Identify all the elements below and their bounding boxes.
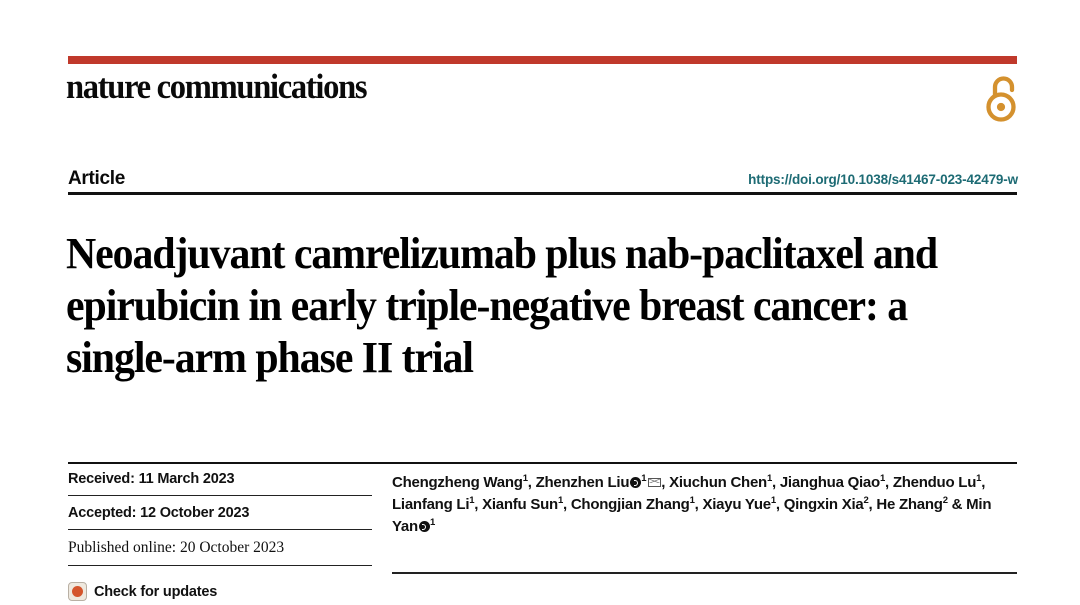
open-access-lock-icon [983,74,1023,124]
author-list: Chengzheng Wang1, Zhenzhen Liu 1, Xiuchun… [392,472,1020,538]
author-name[interactable]: Chengzheng Wang [392,474,523,491]
accepted-date-row: Accepted: 12 October 2023 [68,496,372,530]
author-affiliation-sup: 1 [641,473,647,484]
author-name[interactable]: , Lianfang Li [392,474,986,513]
author-affiliation-sup: 1 [469,495,475,506]
author-name[interactable]: , Xianfu Sun [474,496,558,513]
accepted-value: 12 October 2023 [140,505,250,521]
published-online-label: Published online: [68,539,177,556]
author-affiliation-sup: 1 [879,473,885,484]
orcid-id-icon[interactable] [630,477,642,488]
author-affiliation-sup: 1 [689,495,695,506]
author-name[interactable]: , Zhenzhen Liu [527,474,630,491]
published-online-row: Published online: 20 October 2023 [68,530,372,566]
check-for-updates-label: Check for updates [94,583,218,600]
author-affiliation-sup: 1 [522,473,528,484]
author-affiliation-sup: 1 [557,495,564,506]
journal-wordmark: nature communications [66,67,368,106]
crossmark-check-for-updates-icon [68,582,87,601]
received-label: Received: [68,471,135,487]
author-name[interactable]: , He Zhang [868,496,943,513]
meta-top-divider [68,462,1017,464]
doi-link[interactable]: https://doi.org/10.1038/s41467-023-42479… [748,172,1018,187]
author-affiliation-sup: 1 [770,495,776,506]
publication-dates-column: Received: 11 March 2023 Accepted: 12 Oct… [68,462,372,566]
published-online-value: 20 October 2023 [179,539,285,556]
check-for-updates-button[interactable]: Check for updates [68,582,217,601]
page-title: Neoadjuvant camrelizumab plus nab-paclit… [66,229,938,383]
author-name[interactable]: , Jianghua Qiao [772,474,880,491]
author-name[interactable]: , Qingxin Xia [775,496,864,513]
author-name[interactable]: , Zhenduo Lu [884,474,977,491]
header-divider-rule [68,192,1017,195]
author-affiliation-sup: 1 [976,473,982,484]
envelope-corresponding-author-icon[interactable] [648,477,662,487]
author-name[interactable]: , Xiuchun Chen [661,474,767,491]
author-affiliation-sup: 1 [766,473,772,484]
author-affiliation-sup: 1 [429,517,435,528]
received-date-row: Received: 11 March 2023 [68,462,372,496]
author-affiliation-sup: 2 [942,495,948,506]
authors-bottom-divider [392,572,1017,574]
article-type-label: Article [68,168,126,189]
masthead-red-rule [68,56,1017,64]
author-affiliation-sup: 2 [863,495,869,506]
orcid-id-icon[interactable] [418,521,430,532]
author-name[interactable]: , Xiayu Yue [694,496,771,513]
author-name[interactable]: , Chongjian Zhang [563,496,690,513]
accepted-label: Accepted: [68,505,137,521]
received-value: 11 March 2023 [138,471,235,487]
author-name[interactable]: & Min Yan [392,496,992,535]
